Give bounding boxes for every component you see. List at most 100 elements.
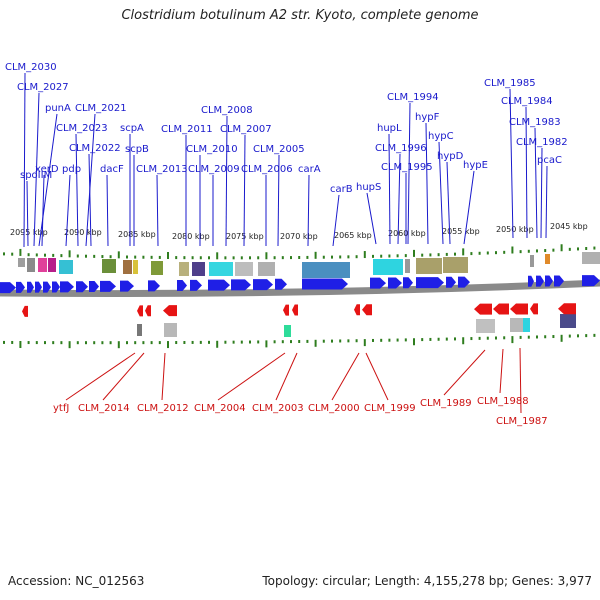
- forward-gene-arrow: [275, 278, 287, 290]
- forward-gene-label: CLM_2027: [17, 82, 69, 93]
- reverse-label-leader: [499, 348, 504, 394]
- forward-gene-label: CLM_1995: [381, 162, 433, 173]
- forward-gene-label: spoIIM: [20, 170, 52, 181]
- forward-label-leader: [446, 161, 451, 245]
- reverse-gene-labels: ytfJ CLM_2014 CLM_2012 CLM_2004 CLM_2003 CLM_…: [53, 396, 548, 427]
- forward-gene-label: carA: [298, 164, 321, 175]
- forward-gene-label: CLM_1982: [516, 137, 568, 148]
- forward-gene-label: CLM_2011: [161, 124, 213, 135]
- feature-box: [209, 262, 233, 276]
- scale-label: 2090 kbp: [64, 228, 102, 237]
- scale-label: 2060 kbp: [388, 229, 426, 238]
- forward-label-leader: [156, 174, 159, 247]
- reverse-label-leader: [519, 347, 522, 414]
- reverse-gene-arrow: [493, 303, 509, 315]
- forward-gene-label: CLM_1984: [501, 96, 553, 107]
- feature-box: [560, 314, 576, 328]
- feature-box: [530, 255, 534, 267]
- reverse-gene-label: CLM_2000: [308, 403, 360, 414]
- feature-box: [192, 262, 205, 276]
- forward-genes: [0, 275, 600, 294]
- forward-gene-arrow: [536, 275, 544, 287]
- forward-gene-arrow: [231, 279, 251, 291]
- forward-label-leader: [88, 153, 92, 247]
- forward-label-leader: [26, 180, 29, 247]
- feature-box: [235, 262, 253, 276]
- forward-gene-label: CLM_2013: [136, 164, 188, 175]
- forward-gene-arrow: [52, 281, 60, 293]
- forward-label-leader: [85, 113, 96, 247]
- feature-box: [443, 257, 468, 273]
- scale-label: 2070 kbp: [280, 232, 318, 241]
- scale-label: 2075 kbp: [226, 232, 264, 241]
- forward-label-leader: [277, 154, 280, 247]
- forward-gene-label: CLM_2023: [56, 123, 108, 134]
- reverse-gene-label: ytfJ: [53, 403, 69, 414]
- reverse-label-leader: [443, 349, 486, 396]
- feature-box: [27, 258, 35, 272]
- scale-label: 2050 kbp: [496, 225, 534, 234]
- forward-gene-arrow: [0, 282, 16, 294]
- reverse-gene-arrow: [510, 303, 528, 315]
- feature-box: [179, 262, 189, 276]
- feature-box: [48, 258, 56, 272]
- forward-gene-label: CLM_2008: [201, 105, 253, 116]
- reverse-label-leaders: [65, 347, 522, 414]
- reverse-gene-arrow: [163, 305, 177, 317]
- forward-gene-arrow: [190, 279, 202, 291]
- forward-label-leader: [41, 174, 45, 247]
- forward-gene-arrow: [458, 276, 470, 288]
- forward-gene-arrow: [545, 275, 553, 287]
- feature-box: [164, 323, 177, 337]
- reverse-label-leader: [275, 352, 298, 401]
- feature-box: [545, 254, 550, 264]
- feature-box: [18, 258, 25, 267]
- forward-gene-label: CLM_1994: [387, 92, 439, 103]
- forward-gene-label: dacF: [100, 164, 124, 175]
- forward-gene-label: CLM_2010: [186, 144, 238, 155]
- forward-gene-label: pcaC: [537, 155, 562, 166]
- feature-box: [582, 252, 600, 264]
- forward-gene-label: CLM_2022: [69, 143, 121, 154]
- feature-box: [123, 260, 132, 274]
- feature-box: [59, 260, 73, 274]
- forward-label-leader: [65, 174, 71, 247]
- forward-gene-label: scpA: [120, 123, 144, 134]
- forward-gene-arrow: [554, 275, 564, 287]
- forward-gene-arrow: [582, 275, 600, 287]
- feature-box: [405, 259, 410, 273]
- forward-gene-arrow: [302, 278, 348, 290]
- reverse-gene-label: CLM_1999: [364, 403, 416, 414]
- feature-box: [38, 258, 47, 272]
- feature-box: [416, 258, 442, 274]
- reverse-gene-arrow: [354, 304, 360, 316]
- forward-gene-label: CLM_2006: [241, 164, 293, 175]
- reverse-label-leader: [331, 352, 360, 401]
- feature-box: [302, 262, 350, 278]
- feature-box: [476, 319, 495, 333]
- forward-label-leader: [397, 153, 401, 245]
- forward-label-leader: [307, 174, 310, 247]
- reverse-gene-arrow: [474, 303, 492, 315]
- forward-gene-label: CLM_2005: [253, 144, 305, 155]
- reverse-label-leader: [161, 352, 166, 401]
- feature-box: [133, 260, 138, 274]
- feature-box: [373, 259, 403, 275]
- feature-box: [151, 261, 163, 275]
- reverse-label-leader: [365, 352, 389, 401]
- outer-scale-ticks: [3, 244, 596, 260]
- forward-gene-label: carB: [330, 184, 353, 195]
- reverse-gene-label: CLM_1989: [420, 398, 472, 409]
- forward-gene-label: CLM_1985: [484, 78, 536, 89]
- reverse-gene-arrow: [137, 305, 143, 317]
- reverse-gene-arrow: [292, 304, 298, 316]
- forward-gene-label: CLM_2021: [75, 103, 127, 114]
- forward-gene-labels: CLM_2030 CLM_2027 spoIIM punA xerD CLM_2021pd…: [5, 62, 568, 195]
- reverse-gene-label: CLM_1988: [477, 396, 529, 407]
- feature-box: [137, 324, 142, 336]
- forward-gene-label: CLM_1996: [375, 143, 427, 154]
- forward-gene-arrow: [403, 277, 413, 289]
- forward-gene-arrow: [416, 277, 444, 289]
- forward-gene-label: hupL: [377, 123, 402, 134]
